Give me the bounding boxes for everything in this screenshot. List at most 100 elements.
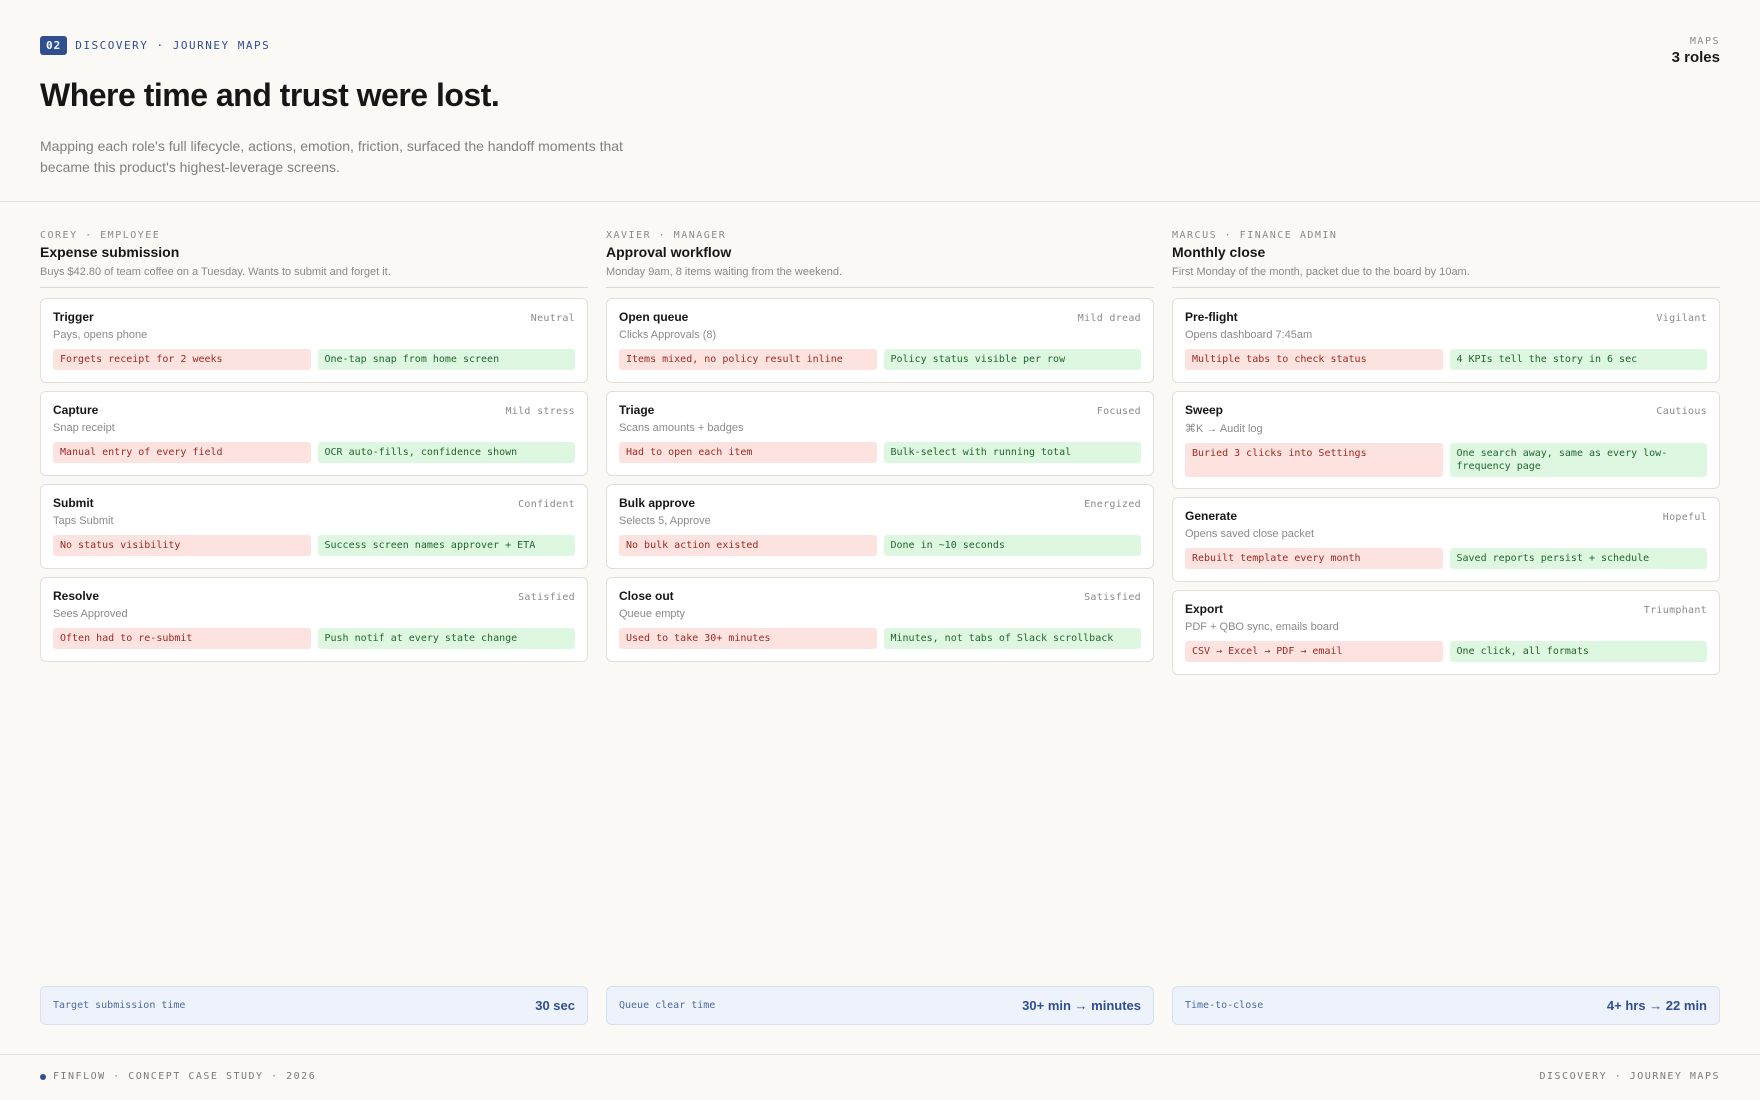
emotion-label: Energized (1084, 499, 1141, 510)
dot-icon (40, 1073, 46, 1080)
pain-point-tag: CSV → Excel → PDF → email (1185, 641, 1443, 662)
pain-point-tag: Forgets receipt for 2 weeks (53, 349, 311, 370)
solution-tag: Push notif at every state change (317, 628, 575, 649)
step-action: Opens saved close packet (1185, 528, 1315, 540)
step-action: Pays, opens phone (53, 329, 148, 341)
section-label: DISCOVERY · JOURNEY MAPS (75, 39, 271, 52)
journey-columns: COREY · EMPLOYEE Expense submission Buys… (40, 230, 1720, 683)
page-header: 02 DISCOVERY · JOURNEY MAPS Where time a… (40, 36, 1720, 176)
journey-step-card: Open queue Mild dread Clicks Approvals (8… (606, 298, 1154, 383)
emotion-label: Confident (518, 499, 575, 510)
maps-count-label: MAPS (1689, 36, 1720, 47)
metric-value: 4+ hrs → 22 min (1606, 998, 1707, 1013)
step-name: Close out (619, 589, 674, 603)
solution-tag: Policy status visible per row (883, 349, 1141, 370)
step-action: Sees Approved (53, 608, 128, 620)
role-label: XAVIER · MANAGER (606, 230, 727, 241)
journey-step-card: Sweep Cautious ⌘K → Audit log Buried 3 cl… (1172, 391, 1720, 489)
step-action: Selects 5, Approve (619, 515, 711, 527)
solution-tag: Minutes, not tabs of Slack scrollback (883, 628, 1141, 649)
page-title: Where time and trust were lost. (40, 77, 500, 113)
step-name: Bulk approve (619, 496, 696, 510)
metric-label: Queue clear time (619, 1000, 716, 1011)
emotion-label: Focused (1096, 406, 1141, 417)
journey-step-card: Export Triumphant PDF + QBO sync, emails … (1172, 590, 1720, 675)
role-label: COREY · EMPLOYEE (40, 230, 161, 241)
journey-description: Buys $42.80 of team coffee on a Tuesday.… (40, 266, 391, 278)
metric-card: Target submission time 30 sec (40, 986, 588, 1025)
solution-tag: One-tap snap from home screen (317, 349, 575, 370)
step-action: Queue empty (619, 608, 686, 620)
emotion-label: Satisfied (518, 592, 575, 603)
step-action: Snap receipt (53, 422, 115, 434)
metric-value: 30 sec (535, 998, 575, 1013)
pain-point-tag: Had to open each item (619, 442, 877, 463)
page-footer: FINFLOW · CONCEPT CASE STUDY · 2026 DISC… (40, 1071, 1720, 1082)
step-name: Resolve (53, 589, 100, 603)
journey-column-manager: XAVIER · MANAGER Approval workflow Monda… (606, 230, 1154, 683)
emotion-label: Mild dread (1077, 313, 1141, 324)
section-number-badge: 02 (40, 36, 68, 55)
step-name: Open queue (619, 310, 689, 324)
solution-tag: 4 KPIs tell the story in 6 sec (1449, 349, 1707, 370)
journey-step-card: Trigger Neutral Pays, opens phone Forgets… (40, 298, 588, 383)
solution-tag: One search away, same as every low-frequ… (1449, 443, 1707, 477)
step-name: Generate (1185, 509, 1238, 523)
pain-point-tag: Often had to re-submit (53, 628, 311, 649)
metric-label: Target submission time (53, 1000, 186, 1011)
step-name: Submit (53, 496, 94, 510)
emotion-label: Neutral (530, 313, 575, 324)
maps-count: MAPS 3 roles (1672, 36, 1720, 66)
step-action: PDF + QBO sync, emails board (1185, 621, 1339, 633)
journey-title: Approval workflow (606, 244, 732, 260)
metric-label: Time-to-close (1185, 1000, 1264, 1011)
solution-tag: Bulk-select with running total (883, 442, 1141, 463)
metric-card: Time-to-close 4+ hrs → 22 min (1172, 986, 1720, 1025)
journey-step-card: Triage Focused Scans amounts + badges Had… (606, 391, 1154, 476)
emotion-label: Satisfied (1084, 592, 1141, 603)
solution-tag: OCR auto-fills, confidence shown (317, 442, 575, 463)
footer-brand: FINFLOW · CONCEPT CASE STUDY · 2026 (40, 1071, 316, 1082)
journey-step-card: Bulk approve Energized Selects 5, Approve… (606, 484, 1154, 569)
journey-step-card: Resolve Satisfied Sees Approved Often had… (40, 577, 588, 662)
metrics-row: Target submission time 30 sec Queue clea… (40, 986, 1720, 1025)
step-name: Export (1185, 602, 1224, 616)
journey-step-card: Generate Hopeful Opens saved close packet… (1172, 497, 1720, 582)
emotion-label: Hopeful (1662, 512, 1707, 523)
journey-title: Monthly close (1172, 244, 1266, 260)
step-action: Scans amounts + badges (619, 422, 744, 434)
emotion-label: Cautious (1656, 406, 1707, 417)
emotion-label: Vigilant (1656, 313, 1707, 324)
footer-brand-text: FINFLOW · CONCEPT CASE STUDY · 2026 (53, 1071, 317, 1082)
step-action: ⌘K → Audit log (1185, 423, 1263, 435)
journey-title: Expense submission (40, 244, 180, 260)
step-action: Taps Submit (53, 515, 114, 527)
solution-tag: One click, all formats (1449, 641, 1707, 662)
journey-step-card: Submit Confident Taps Submit No status vi… (40, 484, 588, 569)
step-name: Pre-flight (1185, 310, 1238, 324)
metric-value: 30+ min → minutes (1022, 998, 1141, 1013)
journey-step-card: Capture Mild stress Snap receipt Manual e… (40, 391, 588, 476)
pain-point-tag: No bulk action existed (619, 535, 877, 556)
footer-divider (0, 1054, 1760, 1055)
emotion-label: Triumphant (1643, 605, 1707, 616)
pain-point-tag: No status visibility (53, 535, 311, 556)
step-name: Sweep (1185, 403, 1224, 417)
column-divider (1172, 287, 1720, 288)
journey-column-employee: COREY · EMPLOYEE Expense submission Buys… (40, 230, 588, 683)
step-name: Capture (53, 403, 99, 417)
column-divider (40, 287, 588, 288)
solution-tag: Done in ~10 seconds (883, 535, 1141, 556)
pain-point-tag: Items mixed, no policy result inline (619, 349, 877, 370)
pain-point-tag: Used to take 30+ minutes (619, 628, 877, 649)
solution-tag: Saved reports persist + schedule (1449, 548, 1707, 569)
eyebrow: 02 DISCOVERY · JOURNEY MAPS (40, 36, 1720, 55)
pain-point-tag: Buried 3 clicks into Settings (1185, 443, 1443, 477)
pain-point-tag: Manual entry of every field (53, 442, 311, 463)
metric-card: Queue clear time 30+ min → minutes (606, 986, 1154, 1025)
maps-count-value: 3 roles (1671, 49, 1720, 66)
role-label: MARCUS · FINANCE ADMIN (1172, 230, 1338, 241)
pain-point-tag: Rebuilt template every month (1185, 548, 1443, 569)
journey-step-card: Close out Satisfied Queue empty Used to t… (606, 577, 1154, 662)
journey-description: Monday 9am, 8 items waiting from the wee… (606, 266, 843, 278)
